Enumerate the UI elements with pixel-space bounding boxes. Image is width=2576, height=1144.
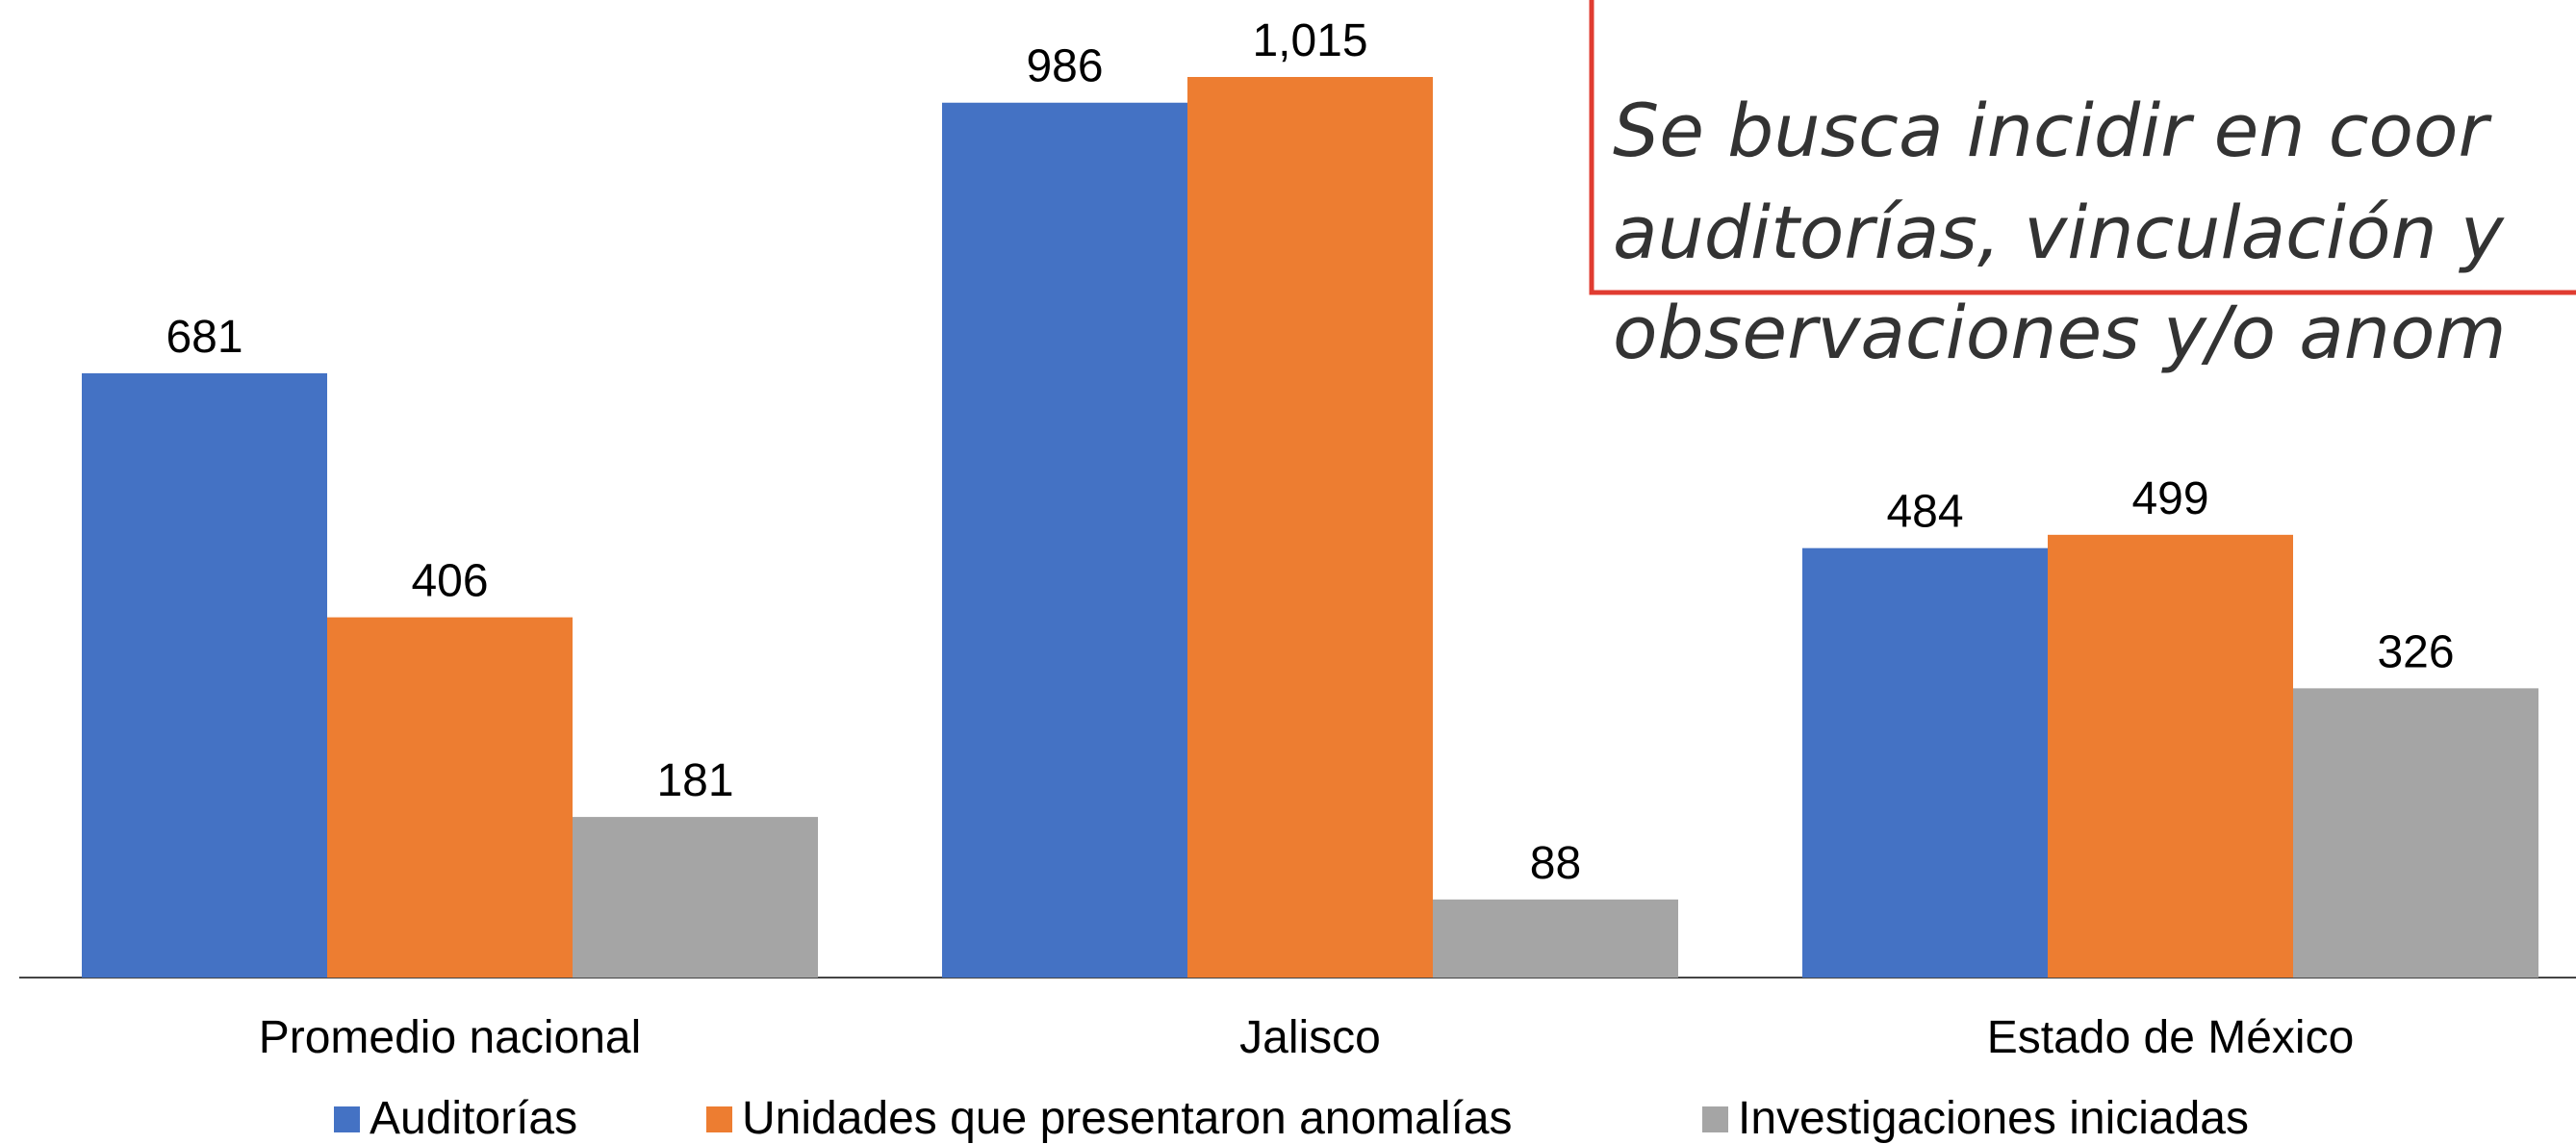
legend-label: Auditorías: [370, 1093, 577, 1144]
data-label: 484: [1886, 487, 1963, 538]
bar: [2293, 688, 2538, 978]
annotation-text: Se busca incidir en coor: [1613, 88, 2492, 173]
x-tick-label: Estado de México: [1987, 1012, 2355, 1063]
legend-label: Unidades que presentaron anomalías: [742, 1093, 1513, 1144]
legend-swatch: [334, 1106, 360, 1132]
x-tick-label: Promedio nacional: [259, 1012, 642, 1063]
data-label: 681: [166, 312, 242, 363]
bar: [1187, 77, 1433, 978]
data-label: 181: [656, 755, 733, 806]
annotation-text: observaciones y/o anom: [1613, 290, 2506, 375]
data-label: 986: [1026, 41, 1103, 92]
bar: [327, 617, 573, 978]
data-label: 499: [2131, 473, 2208, 524]
annotation-text: auditorías, vinculación y: [1613, 190, 2505, 275]
bar: [1433, 899, 1678, 978]
bar: [82, 373, 327, 979]
data-label: 1,015: [1252, 15, 1367, 66]
annotation-box: [1589, 0, 2576, 295]
legend-swatch: [1702, 1106, 1728, 1132]
bar: [942, 102, 1187, 978]
legend-swatch: [706, 1106, 732, 1132]
legend-label: Investigaciones iniciadas: [1738, 1093, 2249, 1144]
x-tick-label: Jalisco: [1239, 1012, 1381, 1063]
bar: [2048, 534, 2293, 978]
data-label: 406: [411, 556, 488, 607]
bar: [573, 817, 818, 978]
data-label: 88: [1530, 838, 1581, 889]
bar: [1802, 547, 2048, 978]
data-label: 326: [2377, 626, 2454, 677]
